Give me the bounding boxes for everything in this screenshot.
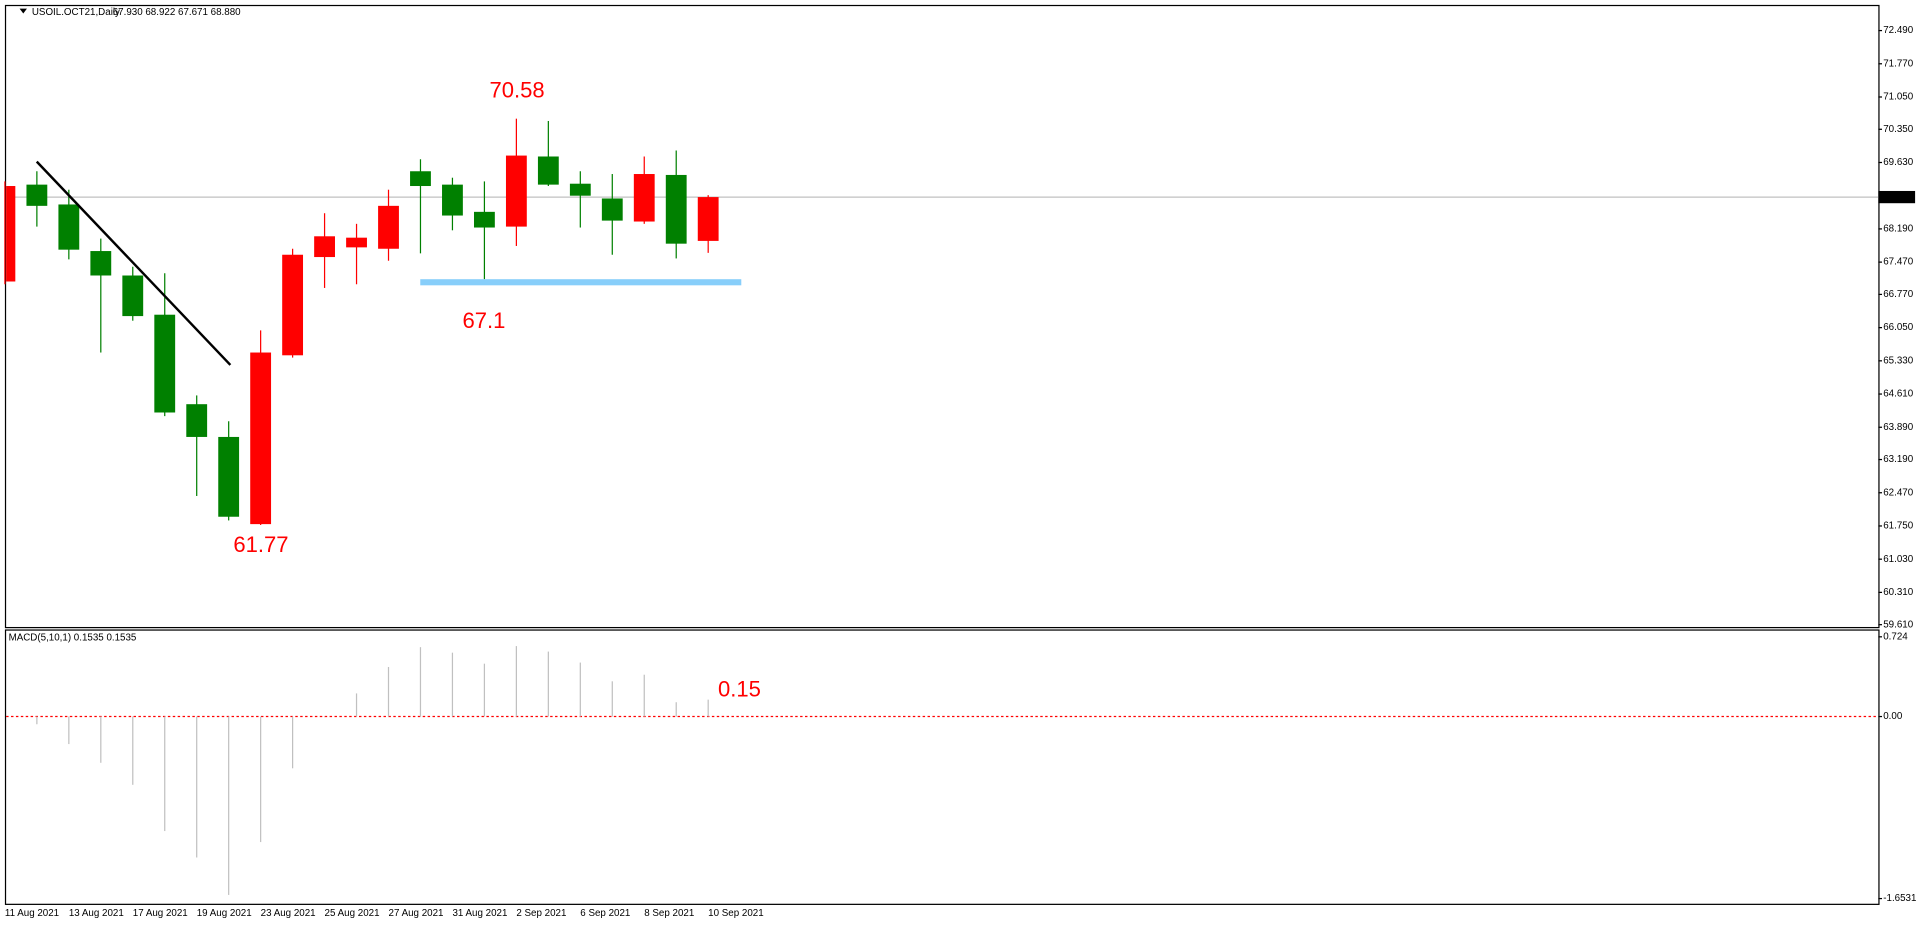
candle-body: [442, 184, 463, 216]
candle-body: [601, 198, 623, 221]
macd-bar: [355, 693, 358, 717]
macd-bar: [611, 681, 613, 717]
candle-body: [378, 205, 399, 249]
candle-body: [697, 197, 719, 241]
marks: 72.490 71.770 71.050 70.350 69.630 68.190 67.4…: [4, 25, 1916, 919]
y-tick-label: 68.190: [1883, 224, 1913, 235]
candle-body: [346, 237, 367, 248]
x-tick-label: 31 Aug 2021: [452, 908, 507, 919]
candle-body: [154, 314, 176, 413]
y-tick-label: 59.610: [1883, 619, 1913, 630]
macd-bar: [36, 716, 38, 725]
candle-body: [186, 404, 208, 437]
ohlc-text: 67.930 68.922 67.671 68.880: [113, 7, 241, 18]
x-tick-label: 6 Sep 2021: [580, 908, 630, 919]
x-tick-label: 23 Aug 2021: [261, 908, 316, 919]
x-tick-label: 13 Aug 2021: [69, 908, 124, 919]
y-tick-label: 65.330: [1883, 355, 1913, 366]
high-annotation: 70.58: [489, 78, 544, 103]
y-tick-label: 72.490: [1883, 25, 1913, 36]
x-tick-label: 19 Aug 2021: [197, 908, 252, 919]
low-annotation: 67.1: [463, 308, 506, 333]
candle-body: [282, 254, 304, 356]
y-tick-label: 63.890: [1883, 422, 1913, 433]
macd-bar: [132, 716, 134, 785]
candle-body: [250, 352, 272, 525]
y-tick-label: 66.770: [1883, 289, 1913, 300]
macd-annotation: 0.15: [718, 676, 761, 701]
low-annotation: 61.77: [233, 532, 288, 557]
macd-bar: [323, 716, 326, 718]
y-tick-label: 67.470: [1883, 257, 1913, 268]
macd-bar: [483, 663, 486, 717]
x-tick-label: 10 Sep 2021: [708, 908, 764, 919]
candle-body: [665, 174, 687, 244]
menu-arrow: [19, 8, 27, 14]
candle-body: [505, 155, 527, 227]
x-tick-label: 27 Aug 2021: [389, 908, 444, 919]
candle-body: [314, 236, 335, 258]
macd-bar: [707, 699, 709, 717]
trend-line: [35, 160, 232, 366]
candle-body: [410, 171, 431, 187]
candle-body: [569, 183, 591, 196]
macd-bar: [68, 716, 70, 745]
support-line: [420, 279, 742, 286]
y-tick-label: 61.750: [1883, 521, 1913, 532]
x-tick-label: 2 Sep 2021: [516, 908, 566, 919]
macd-bar: [228, 716, 230, 895]
candle-body: [473, 211, 495, 228]
macd-bar: [643, 674, 645, 717]
current-price-label: 68.880: [1883, 192, 1913, 203]
macd-bar: [164, 716, 166, 832]
y-tick-label: 71.770: [1883, 58, 1913, 69]
y-tick-label: 60.310: [1883, 587, 1913, 598]
candle-body: [633, 174, 655, 222]
x-tick-label: 8 Sep 2021: [644, 908, 694, 919]
macd-bar: [675, 702, 677, 717]
y-tick-label: 66.050: [1883, 322, 1913, 333]
symbol-title: USOIL.OCT21,Daily: [32, 7, 120, 18]
macd-bar: [579, 662, 581, 717]
x-tick-label: 11 Aug 2021: [5, 908, 59, 919]
macd-bar: [291, 716, 294, 769]
candle-body: [537, 156, 559, 185]
candle-body: [218, 436, 240, 517]
x-tick-label: 17 Aug 2021: [133, 908, 188, 919]
candle-body: [26, 184, 48, 206]
y-tick-label: 69.630: [1883, 157, 1913, 168]
current-price-box: [1878, 190, 1916, 204]
y-tick-label: 63.190: [1883, 454, 1913, 465]
candle-body: [90, 251, 112, 276]
y-tick-label: -1.6531: [1883, 893, 1916, 904]
y-tick-label: 61.030: [1883, 554, 1913, 565]
y-tick-label: 70.350: [1883, 124, 1913, 135]
y-tick-label: 62.470: [1883, 487, 1913, 498]
macd-bar: [515, 646, 517, 717]
y-tick-label: 0.724: [1883, 631, 1908, 642]
candle-body: [6, 186, 16, 282]
y-tick-label: 71.050: [1883, 92, 1913, 103]
macd-pane: [4, 629, 1880, 905]
x-tick-label: 25 Aug 2021: [325, 908, 380, 919]
main-pane: [4, 4, 1880, 629]
macd-bar: [419, 647, 422, 717]
y-tick-label: 0.00: [1883, 711, 1903, 722]
y-tick-label: 64.610: [1883, 389, 1913, 400]
macd-bar: [547, 651, 549, 717]
macd-bar: [387, 666, 390, 717]
macd-bar: [100, 716, 102, 763]
macd-title: MACD(5,10,1) 0.1535 0.1535: [9, 633, 137, 644]
macd-bar: [260, 716, 262, 843]
candle-body: [122, 275, 144, 317]
candle-body: [58, 204, 80, 250]
macd-bar: [196, 716, 198, 858]
macd-bar: [451, 652, 454, 717]
